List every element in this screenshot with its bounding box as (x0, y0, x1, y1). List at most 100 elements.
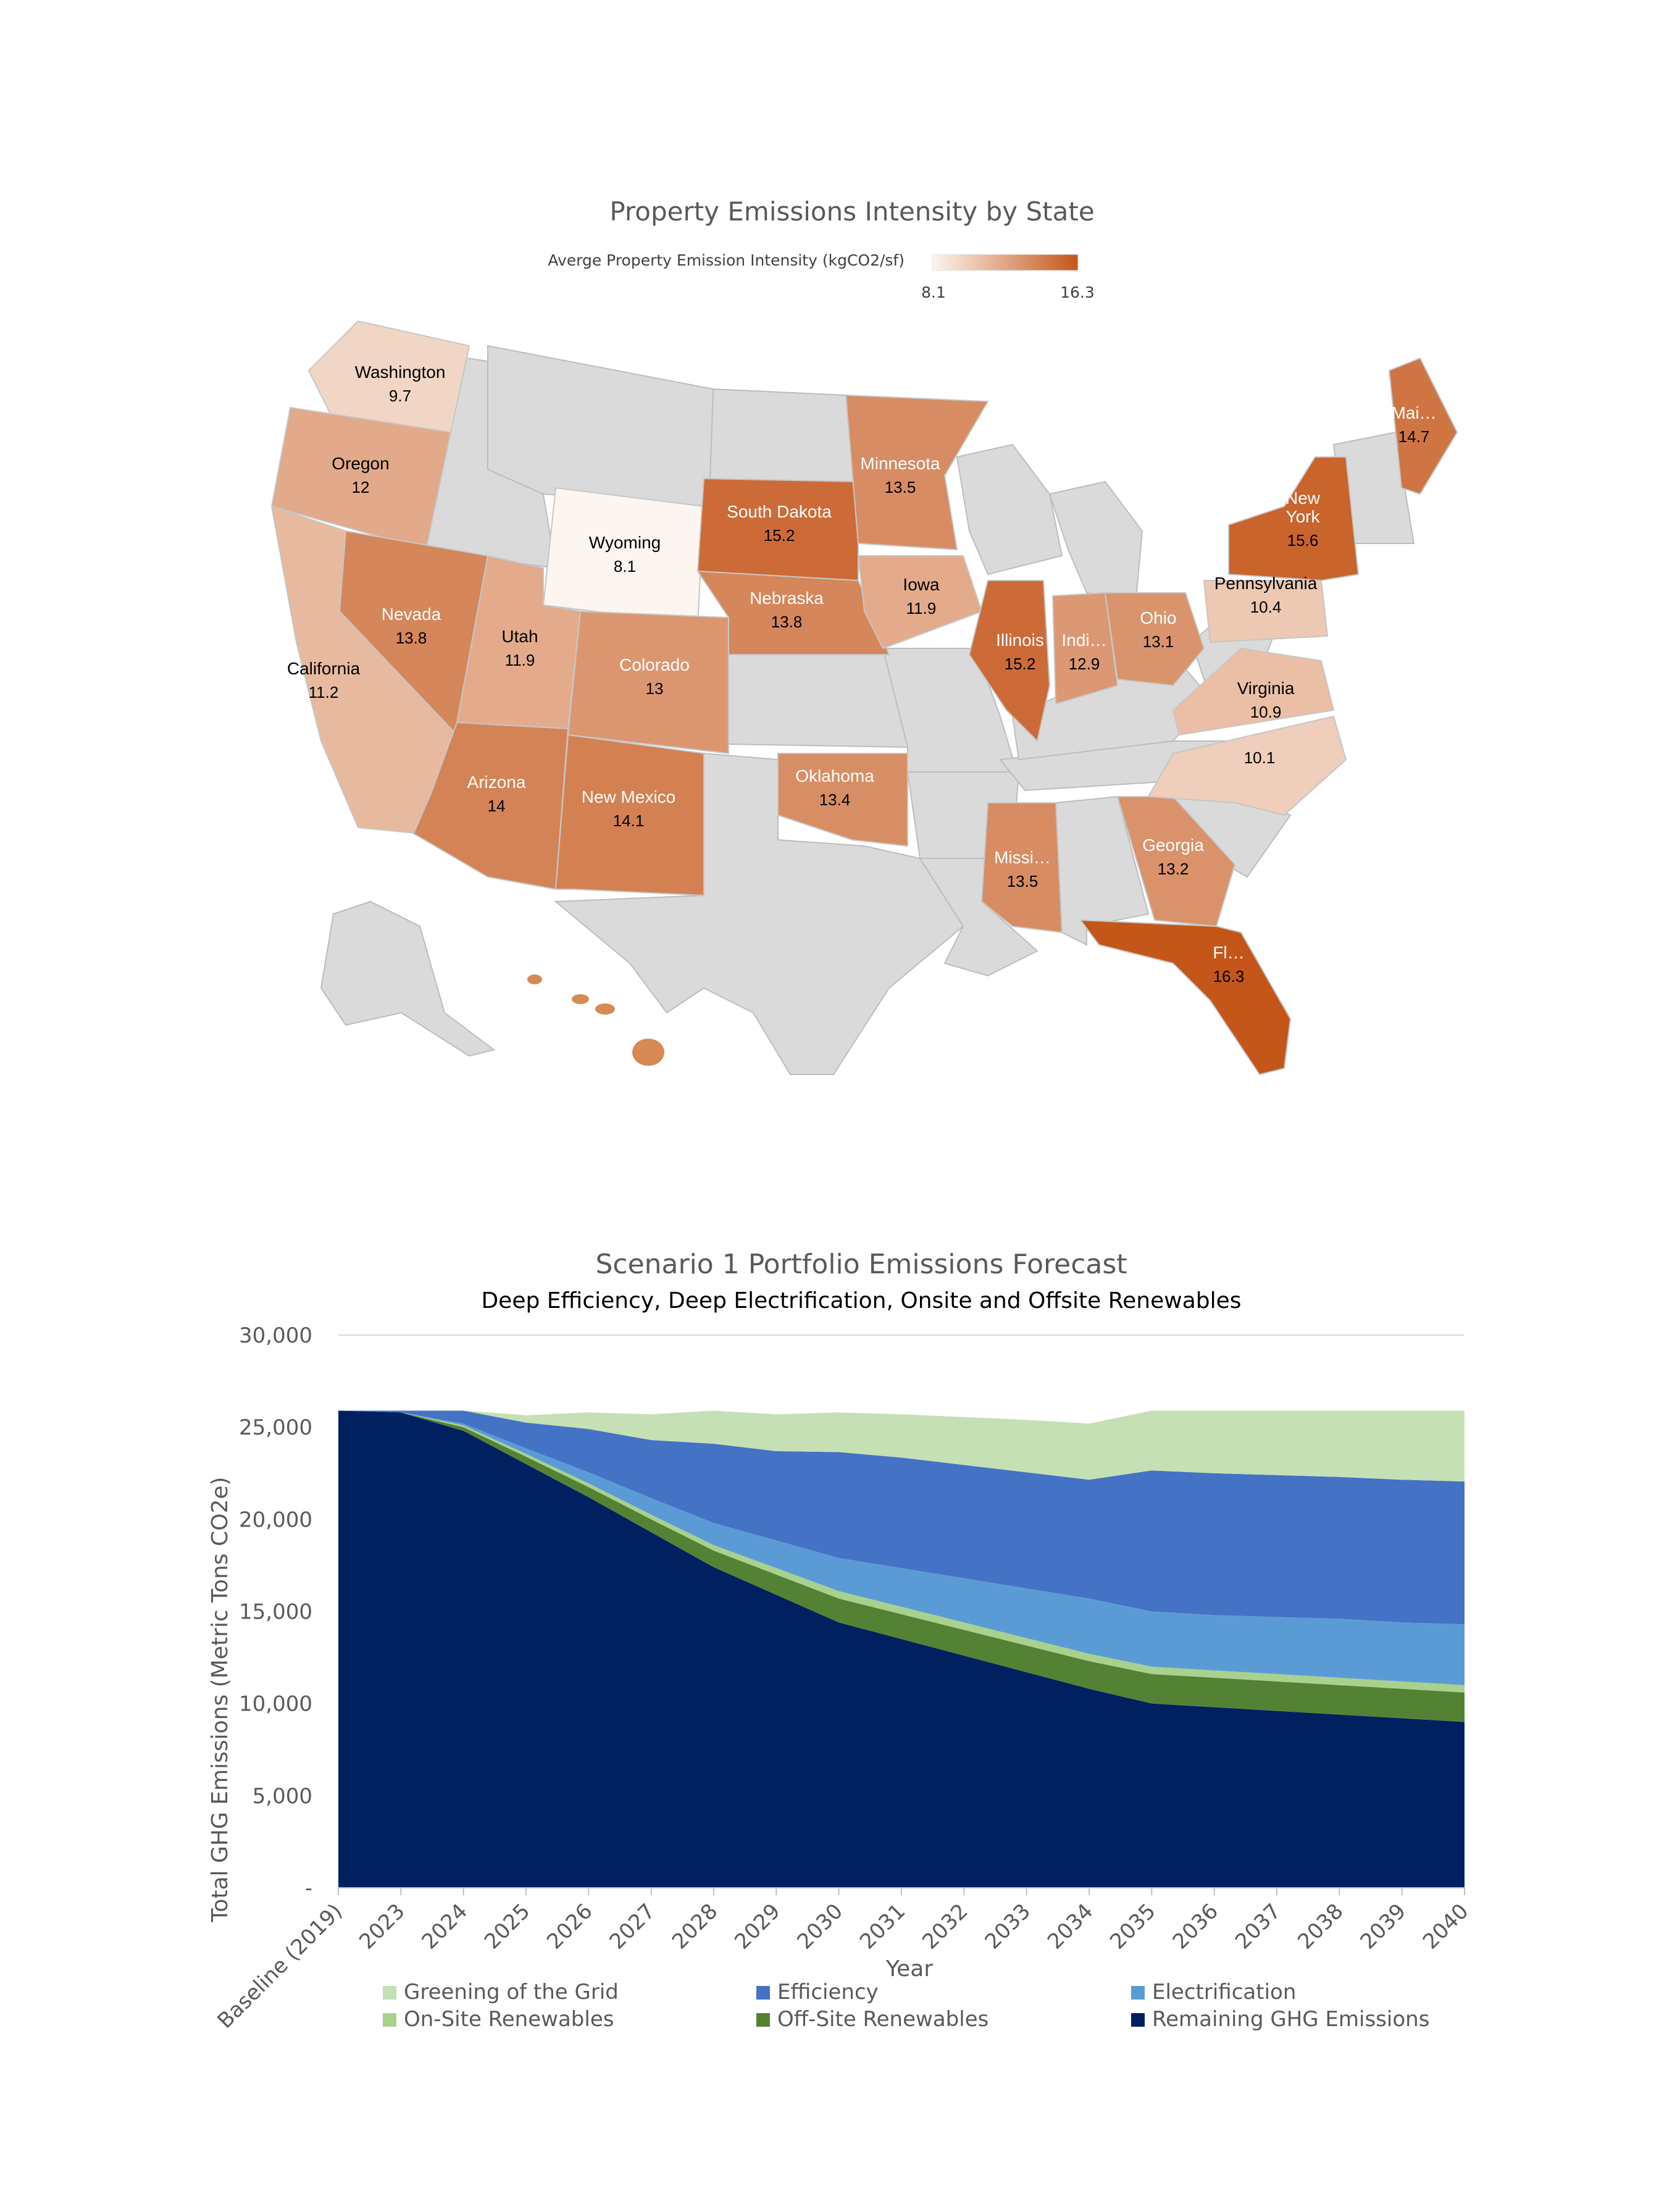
emissions-forecast-chart: Scenario 1 Portfolio Emissions Forecast … (207, 1249, 1473, 2034)
state-name: Wyoming (589, 533, 661, 552)
area-efficiency (338, 1410, 1465, 1625)
state-label-pennsylvania: Pennsylvania 10.4 (1214, 574, 1318, 616)
state-label-oregon: Oregon 12 (332, 454, 389, 496)
state-value: 10.1 (1244, 748, 1276, 767)
state-north-dakota (709, 388, 859, 483)
y-tick-label: 20,000 (239, 1507, 312, 1532)
x-tick-label: 2024 (417, 1899, 472, 1954)
state-name: South Dakota (727, 502, 832, 521)
legend-swatch (1131, 1986, 1145, 2000)
state-name: Oregon (332, 454, 389, 473)
state-north-carolina (1147, 715, 1347, 816)
state-name: Ohio (1140, 608, 1176, 627)
y-tick-label: 10,000 (239, 1692, 312, 1717)
x-tick-label: 2031 (855, 1899, 910, 1954)
state-label-georgia: Georgia 13.2 (1142, 836, 1204, 878)
state-value: 11.9 (906, 599, 937, 618)
state-name: Mai… (1391, 403, 1436, 422)
state-value: 13 (646, 679, 664, 698)
y-tick-label: 5,000 (253, 1784, 312, 1809)
state-name: Arizona (467, 773, 526, 792)
state-label-nevada: Nevada 13.8 (382, 605, 441, 647)
chart-legend: Greening of the Grid Efficiency Electrific… (383, 1980, 1429, 2032)
state-mississippi (980, 802, 1063, 934)
state-label-washington: Washington 9.7 (355, 362, 446, 405)
state-nebraska (696, 570, 890, 655)
x-axis-title: Year (885, 1956, 933, 1982)
state-value: 11.2 (309, 683, 339, 702)
state-name: Georgia (1142, 836, 1204, 855)
state-label-north-carolina: 10.1 (1244, 748, 1276, 767)
legend-label: Efficiency (777, 1980, 879, 2004)
state-name: Minnesota (860, 454, 940, 473)
state-name: Pennsylvania (1214, 574, 1318, 593)
state-new-mexico (554, 734, 704, 897)
state-name: Washington (355, 362, 446, 382)
state-value: 11.9 (505, 651, 535, 669)
state-value: 14.7 (1398, 427, 1430, 446)
state-value: 14.1 (613, 811, 645, 830)
area-greening-of-the-grid (338, 1410, 1465, 1482)
map-legend-min: 8.1 (921, 283, 946, 301)
x-tick-label: 2040 (1418, 1899, 1473, 1954)
x-tick-label: 2027 (605, 1899, 660, 1954)
state-pennsylvania (1203, 580, 1329, 643)
state-label-south-dakota: South Dakota 15.2 (727, 502, 832, 545)
legend-swatch (383, 1986, 396, 2000)
state-maine (1388, 357, 1458, 495)
map-legend: Averge Property Emission Intensity (kgCO… (548, 251, 1095, 301)
x-tick-label: 2038 (1293, 1899, 1348, 1954)
state-value: 13.8 (396, 629, 427, 647)
x-tick-label: 2025 (480, 1899, 535, 1954)
legend-label: On-Site Renewables (404, 2007, 614, 2032)
x-tick-label: 2032 (917, 1899, 972, 1954)
state-illinois (968, 580, 1051, 742)
legend-swatch (756, 1986, 770, 2000)
legend-swatch (756, 2013, 770, 2027)
state-labels: Washington 9.7 Oregon 12 California 11.2 Ne… (287, 362, 1437, 986)
state-minnesota (845, 394, 989, 551)
state-label-oklahoma: Oklahoma 13.4 (795, 766, 874, 809)
x-tick-label: 2037 (1231, 1899, 1285, 1954)
state-florida (1079, 919, 1292, 1076)
state-value: 15.6 (1287, 531, 1319, 550)
state-label-virginia: Virginia 10.9 (1237, 679, 1295, 721)
area-off-site-renewables (338, 1410, 1465, 1722)
state-michigan (1048, 480, 1143, 600)
x-tick-label: 2026 (542, 1899, 597, 1954)
state-label-iowa: Iowa 11.9 (903, 575, 940, 618)
state-value: 12 (352, 478, 370, 496)
state-label-utah: Utah 11.9 (501, 627, 538, 669)
no-data-states (320, 345, 1415, 1075)
map-legend-max: 16.3 (1060, 283, 1095, 301)
state-label-california: California 11.2 (287, 659, 361, 702)
x-tick-label: 2033 (980, 1899, 1035, 1954)
state-value: 13.5 (1007, 872, 1039, 890)
legend-swatch (383, 2013, 396, 2027)
state-value: 13.1 (1143, 632, 1174, 651)
legend-label: Electrification (1152, 1980, 1296, 2004)
state-name: Missi… (994, 848, 1051, 867)
state-label-arizona: Arizona 14 (467, 773, 526, 815)
state-name: Utah (501, 627, 538, 646)
map-title: Property Emissions Intensity by State (609, 196, 1094, 227)
x-tick-label: 2035 (1105, 1899, 1160, 1954)
state-value: 13.4 (819, 790, 851, 809)
legend-label: Off-Site Renewables (777, 2007, 988, 2032)
state-oklahoma (777, 753, 908, 847)
legend-label: Greening of the Grid (404, 1980, 619, 2004)
state-iowa (857, 555, 983, 650)
area-electrification (338, 1410, 1465, 1685)
state-value: 9.7 (389, 387, 411, 405)
state-value: 14 (488, 797, 506, 815)
state-value: 13.5 (885, 478, 916, 496)
state-label-mississippi: Missi… 13.5 (994, 848, 1051, 890)
state-texas (554, 752, 964, 1075)
state-label-minnesota: Minnesota 13.5 (860, 454, 940, 496)
state-value: 15.2 (764, 526, 795, 545)
area-remaining-ghg-emissions (338, 1410, 1465, 1888)
x-tick-label: 2023 (354, 1899, 409, 1954)
state-name: New (1285, 488, 1321, 508)
state-wisconsin (956, 443, 1063, 576)
state-label-new-york: New York 15.6 (1285, 488, 1321, 550)
